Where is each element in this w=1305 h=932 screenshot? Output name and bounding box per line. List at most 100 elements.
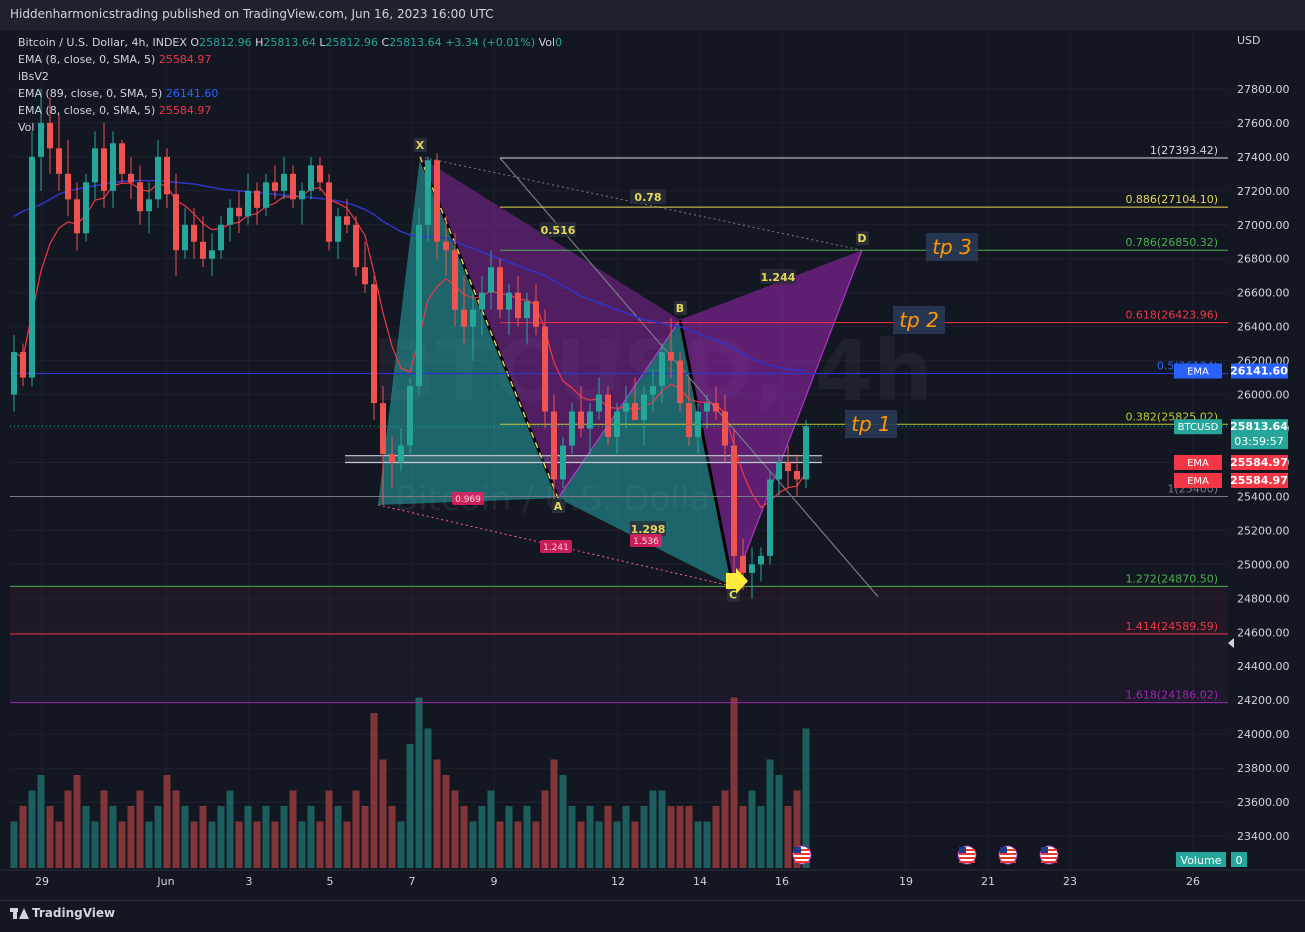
candle-body: [389, 454, 395, 463]
volume-bar: [136, 790, 144, 868]
volume-bar: [163, 775, 171, 868]
published-info: Hiddenharmonicstrading published on Trad…: [10, 7, 494, 21]
candle-body: [578, 411, 584, 429]
volume-bar: [253, 821, 261, 868]
volume-bar: [532, 821, 540, 868]
candle-body: [488, 267, 494, 293]
volume-bar: [631, 821, 639, 868]
candle-body: [497, 267, 503, 310]
fib-levels[interactable]: 1(27393.42) 0.886(27104.10) 0.786(26850.32…: [10, 144, 1228, 704]
volume-bar: [37, 775, 45, 868]
candle-body: [659, 352, 665, 387]
time-axis[interactable]: 29 Jun 3 5 7 9 12 14 16 19 21 23 26: [0, 869, 1305, 888]
point-label: B: [676, 302, 684, 315]
candle-body: [119, 143, 125, 174]
volume-bar: [712, 806, 720, 868]
candle-body: [452, 250, 458, 310]
vol-row[interactable]: Vol 0: [18, 119, 562, 136]
ema3-row[interactable]: EMA (8, close, 0, SMA, 5) 25584.97: [18, 102, 562, 119]
fib-label: 0.886(27104.10): [1125, 193, 1218, 206]
ratio-label: 1.244: [761, 271, 796, 284]
candle-body: [596, 394, 602, 412]
ema1-value: 25584.97: [158, 53, 212, 66]
time-tick-label: 26: [1186, 875, 1200, 888]
flag-canton: [1041, 847, 1048, 853]
candle-body: [416, 224, 422, 387]
point-label: D: [857, 232, 866, 245]
us-flag-icon[interactable]: [1039, 845, 1059, 865]
price-tick-label: 27200.00: [1237, 185, 1290, 198]
candle-body: [632, 403, 638, 421]
candle-body: [74, 199, 80, 234]
candle-body: [308, 165, 314, 191]
ema1-row[interactable]: EMA (8, close, 0, SMA, 5) 25584.97: [18, 51, 562, 68]
fib-label: 0.618(26423.96): [1125, 309, 1218, 322]
candles[interactable]: [11, 88, 809, 599]
candle-body: [263, 182, 269, 208]
candle-body: [398, 445, 404, 463]
target-box[interactable]: [893, 306, 945, 334]
volume-bar: [514, 821, 522, 868]
fib-label: 1(27393.42): [1150, 144, 1218, 157]
volume-bar: [748, 790, 756, 868]
scroll-right-icon[interactable]: [1228, 638, 1234, 648]
ratio-label: 1.298: [631, 523, 666, 536]
volume-bar: [217, 806, 225, 868]
volume-bar: [199, 806, 207, 868]
target-box[interactable]: [926, 233, 978, 261]
candle-body: [785, 462, 791, 471]
vol-label: Vol: [538, 36, 556, 49]
volume-label-bg: [1176, 852, 1226, 867]
flag-canton: [959, 847, 966, 853]
candle-body: [11, 352, 17, 395]
price-tag-bg: [1231, 419, 1288, 450]
volume-bar: [523, 806, 531, 868]
price-tick-label: 25000.00: [1237, 558, 1290, 571]
volume-value: 0: [1236, 854, 1243, 867]
candle-body: [623, 403, 629, 412]
abcd-label: 0.969: [455, 495, 481, 505]
price-axis[interactable]: USD 27800.00 27600.00 27400.00 27200.00 27000…: [1174, 30, 1305, 900]
harmonic-pattern[interactable]: [377, 156, 863, 589]
candle-body: [281, 173, 287, 191]
volume-bar: [568, 806, 576, 868]
price-tick-label: 26400.00: [1237, 321, 1290, 334]
price-tag-value: 25584.97: [1230, 474, 1288, 487]
price-tick-label: 23600.00: [1237, 796, 1290, 809]
time-tick-label: 9: [491, 875, 498, 888]
target-box[interactable]: [845, 410, 897, 438]
volume-bar: [703, 821, 711, 868]
candle-body: [47, 122, 53, 149]
volume-bar: [172, 790, 180, 868]
candle-body: [695, 411, 701, 438]
candle-body: [533, 301, 539, 327]
volume-bar: [109, 806, 117, 868]
volume-bar: [721, 790, 729, 868]
candle-body: [713, 403, 719, 412]
candle-body: [668, 352, 674, 361]
pattern-bcd-fill: [680, 250, 862, 587]
ibs-row[interactable]: iBsV2: [18, 68, 562, 85]
ema2-row[interactable]: EMA (89, close, 0, SMA, 5) 26141.60: [18, 85, 562, 102]
us-flag-icon[interactable]: [998, 845, 1018, 865]
volume-bar: [622, 806, 630, 868]
volume-bar: [541, 790, 549, 868]
price-tag-bg: [1231, 454, 1288, 470]
symbol-title[interactable]: Bitcoin / U.S. Dollar, 4h, INDEX: [18, 36, 187, 49]
candle-body: [191, 224, 197, 242]
volume-bar: [64, 790, 72, 868]
candle-body: [776, 462, 782, 480]
abcd-label: 1.241: [543, 543, 569, 553]
ratio-badge: [540, 222, 576, 237]
volume-bar: [442, 775, 450, 868]
candle-body: [65, 173, 71, 200]
fib-zone-1618: [10, 634, 1228, 703]
price-tick-label: 24600.00: [1237, 626, 1290, 639]
volume-bar: [352, 790, 360, 868]
us-flag-icon[interactable]: [792, 845, 812, 865]
tradingview-logo[interactable]: TradingView: [10, 906, 115, 920]
flag-stripe: [794, 861, 810, 863]
us-flag-icon[interactable]: [957, 845, 977, 865]
flag-stripe: [1000, 849, 1016, 851]
